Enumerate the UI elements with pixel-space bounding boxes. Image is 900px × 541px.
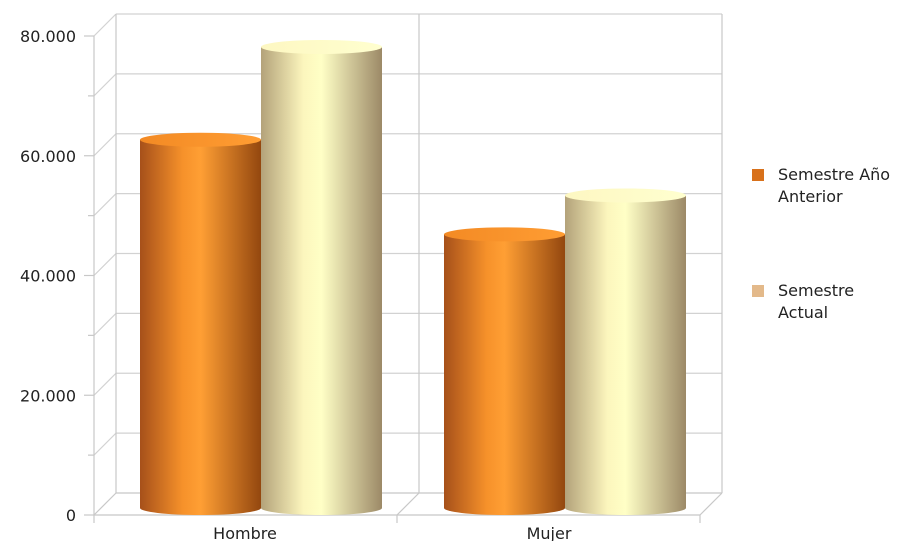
legend-item: Semestre Año Anterior	[752, 165, 890, 206]
x-axis-labels: Hombre Mujer	[213, 524, 572, 541]
bar	[140, 132, 261, 515]
bars	[140, 39, 686, 516]
y-tick-label: 80.000	[20, 27, 76, 46]
gridline-depth	[93, 253, 117, 276]
bar	[444, 227, 565, 515]
bar-top	[565, 188, 686, 203]
floor-mid-diagonal	[396, 492, 420, 516]
legend-swatch	[752, 285, 764, 297]
y-tick-label: 20.000	[20, 386, 76, 405]
bar-top	[140, 132, 261, 147]
gridline-depth	[93, 133, 117, 157]
bar-top	[444, 227, 565, 242]
legend-label: Actual	[778, 303, 828, 322]
legend-label: Semestre Año	[778, 165, 890, 184]
bar-body	[140, 139, 261, 515]
bar-body	[565, 195, 686, 516]
legend-label: Anterior	[778, 187, 843, 206]
gridline-depth	[93, 13, 117, 37]
bar-body	[261, 46, 382, 516]
floor-left-diagonal	[93, 492, 117, 516]
legend-swatch	[752, 169, 764, 181]
legend-item: Semestre Actual	[752, 281, 854, 322]
gridline-depth	[93, 312, 117, 336]
bar	[261, 39, 382, 516]
gridline-depth	[93, 73, 117, 97]
bar-body	[444, 234, 565, 515]
floor-right-diagonal	[699, 492, 723, 516]
y-axis-ticks: 0 20.000 40.000 60.000 80.000	[20, 27, 94, 525]
bar	[565, 188, 686, 516]
y-tick-label: 60.000	[20, 147, 76, 166]
gridline-depth	[93, 432, 117, 456]
gridline-depth	[93, 372, 117, 396]
legend-label: Semestre	[778, 281, 854, 300]
legend: Semestre Año Anterior Semestre Actual	[752, 165, 890, 322]
bar-top	[261, 39, 382, 54]
y-tick-label: 40.000	[20, 267, 76, 286]
y-tick-label: 0	[66, 506, 76, 525]
x-tick-label: Mujer	[527, 524, 572, 541]
x-tick-label: Hombre	[213, 524, 277, 541]
gridline-depth	[93, 193, 117, 217]
